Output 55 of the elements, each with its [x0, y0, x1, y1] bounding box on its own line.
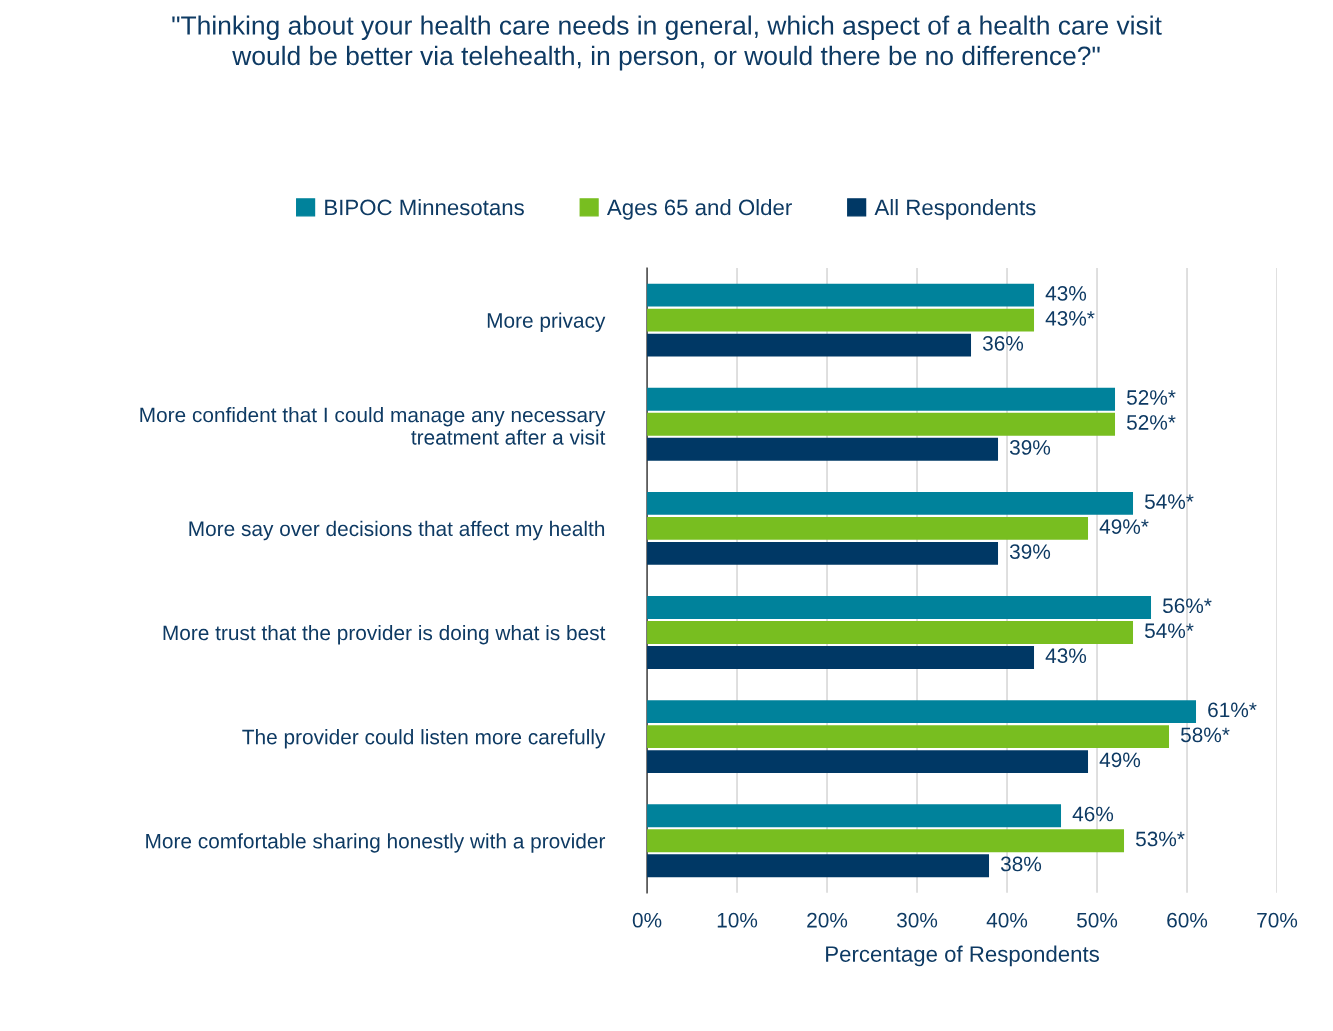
y-tick-label: The provider could listen more carefully: [242, 729, 606, 749]
data-label: 61%*: [1208, 702, 1257, 718]
x-tick-label: 30%: [896, 912, 938, 928]
x-axis-title: Percentage of Respondents: [826, 945, 1099, 967]
data-label: 43%*: [1045, 310, 1095, 326]
x-tick-label: 60%: [1167, 912, 1208, 928]
data-label: 53%*: [1135, 831, 1185, 847]
x-tick-label: 0%: [632, 912, 662, 928]
data-label: 38%: [1000, 856, 1042, 872]
bar: [647, 387, 1116, 411]
bar: [647, 412, 1116, 436]
data-label: 36%: [982, 335, 1024, 351]
legend-label: All Respondents: [874, 198, 1036, 220]
bar: [647, 308, 1035, 332]
x-tick-label: 20%: [807, 912, 848, 928]
chart-title: "Thinking about your health care needs in general, which aspect of a health care visit would be better via telehealth, in person, or would there be no difference?": [172, 15, 1162, 71]
bar: [647, 596, 1152, 619]
y-tick-label: More privacy: [487, 312, 606, 332]
data-label: 43%: [1045, 648, 1087, 664]
bar: [647, 516, 1089, 540]
data-label: 52%*: [1126, 390, 1176, 405]
data-label: 39%: [1009, 440, 1051, 455]
bar: [647, 829, 1125, 853]
bar: [647, 621, 1134, 644]
x-tick-label: 50%: [1077, 912, 1118, 928]
y-tick-label: More confident that I could manage any necessary treatment after a visit: [140, 407, 606, 445]
data-label: 52%*: [1126, 415, 1176, 430]
x-tick-label: 10%: [717, 912, 758, 928]
data-label: 39%: [1009, 544, 1051, 559]
bar: [647, 333, 972, 357]
bar: [647, 725, 1170, 749]
bar: [647, 854, 990, 878]
bar: [647, 541, 999, 565]
x-tick-label: 70%: [1257, 912, 1298, 928]
legend-label: BIPOC Minnesotans: [325, 198, 524, 216]
bar: [647, 700, 1197, 724]
bar: [647, 491, 1134, 515]
bar: [647, 750, 1089, 774]
bar: [647, 283, 1035, 307]
bar: [647, 804, 1062, 828]
data-label: 54%*: [1144, 494, 1194, 509]
data-label: 58%*: [1180, 727, 1230, 743]
bar: [647, 437, 999, 461]
y-tick-label: More comfortable sharing honestly with a provider: [146, 833, 606, 853]
data-label: 43%: [1045, 285, 1087, 301]
data-label: 49%: [1099, 752, 1141, 768]
y-tick-label: More say over decisions that affect my health: [189, 520, 605, 541]
bar: [647, 646, 1035, 669]
data-label: 46%: [1072, 806, 1114, 822]
data-label: 54%*: [1144, 623, 1194, 639]
x-tick-label: 40%: [986, 912, 1028, 928]
data-label: 56%*: [1162, 598, 1212, 614]
y-tick-label: More trust that the provider is doing what is best: [163, 624, 606, 645]
legend-label: Ages 65 and Older: [606, 198, 792, 220]
data-label: 49%*: [1099, 519, 1149, 534]
